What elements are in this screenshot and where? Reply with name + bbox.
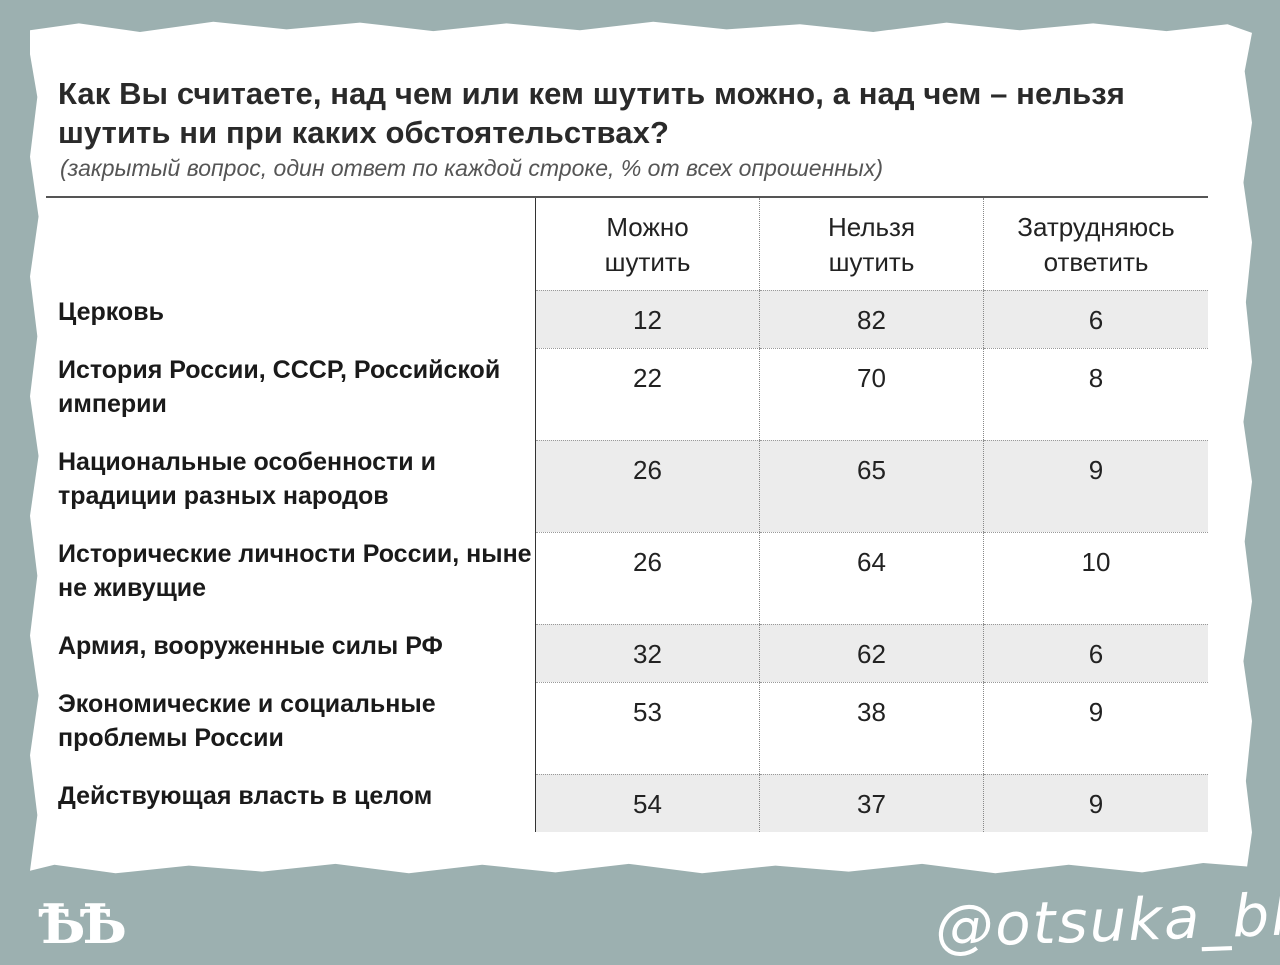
- value-cell: 6: [984, 624, 1208, 682]
- author-signature: @otsuka_bld: [933, 879, 1280, 961]
- header-rule: [46, 196, 1208, 198]
- value-cell: 9: [984, 440, 1208, 532]
- header-corner-cell: [46, 198, 536, 290]
- row-label: История России, СССР, Российской империи: [46, 348, 536, 440]
- table-row: Исторические личности России, ныне не жи…: [46, 532, 1208, 624]
- column-header-cannot-joke: Нельзя шутить: [760, 198, 984, 290]
- value-cell: 62: [760, 624, 984, 682]
- value-cell: 64: [760, 532, 984, 624]
- value-cell: 26: [536, 532, 760, 624]
- table-header-row: Можно шутить Нельзя шутить Затрудняюсь о…: [46, 198, 1208, 290]
- value-cell: 37: [760, 774, 984, 832]
- seal-logo: ѢѢ: [38, 892, 127, 956]
- value-cell: 65: [760, 440, 984, 532]
- value-cell: 70: [760, 348, 984, 440]
- value-cell: 6: [984, 290, 1208, 348]
- value-cell: 12: [536, 290, 760, 348]
- row-label: Исторические личности России, ныне не жи…: [46, 532, 536, 624]
- row-label: Национальные особенности и традиции разн…: [46, 440, 536, 532]
- value-cell: 38: [760, 682, 984, 774]
- value-cell: 10: [984, 532, 1208, 624]
- column-header-line: шутить: [828, 247, 915, 277]
- table-row: Действующая власть в целом 54 37 9: [46, 774, 1208, 832]
- table-row: Армия, вооруженные силы РФ 32 62 6: [46, 624, 1208, 682]
- table-row: Национальные особенности и традиции разн…: [46, 440, 1208, 532]
- column-header-hard-to-say: Затрудняюсь ответить: [984, 198, 1208, 290]
- value-cell: 53: [536, 682, 760, 774]
- value-cell: 9: [984, 682, 1208, 774]
- value-cell: 54: [536, 774, 760, 832]
- column-header-line: Нельзя: [827, 212, 916, 242]
- survey-table: Можно шутить Нельзя шутить Затрудняюсь о…: [46, 198, 1208, 832]
- value-cell: 8: [984, 348, 1208, 440]
- value-cell: 9: [984, 774, 1208, 832]
- row-label: Церковь: [46, 290, 536, 348]
- column-header-can-joke: Можно шутить: [536, 198, 760, 290]
- chart-title: Как Вы считаете, над чем или кем шутить …: [58, 76, 1125, 150]
- table-row: История России, СССР, Российской империи…: [46, 348, 1208, 440]
- column-header-line: ответить: [1043, 247, 1149, 277]
- value-cell: 26: [536, 440, 760, 532]
- column-header-line: Можно: [606, 212, 689, 242]
- value-cell: 32: [536, 624, 760, 682]
- row-label: Действующая власть в целом: [46, 774, 536, 832]
- column-header-line: шутить: [604, 247, 691, 277]
- value-cell: 82: [760, 290, 984, 348]
- row-label: Экономические и социальные проблемы Росс…: [46, 682, 536, 774]
- chart-subtitle: (закрытый вопрос, один ответ по каждой с…: [60, 155, 883, 181]
- table-row: Церковь 12 82 6: [46, 290, 1208, 348]
- value-cell: 22: [536, 348, 760, 440]
- table-row: Экономические и социальные проблемы Росс…: [46, 682, 1208, 774]
- column-header-line: Затрудняюсь: [1017, 212, 1175, 242]
- row-label: Армия, вооруженные силы РФ: [46, 624, 536, 682]
